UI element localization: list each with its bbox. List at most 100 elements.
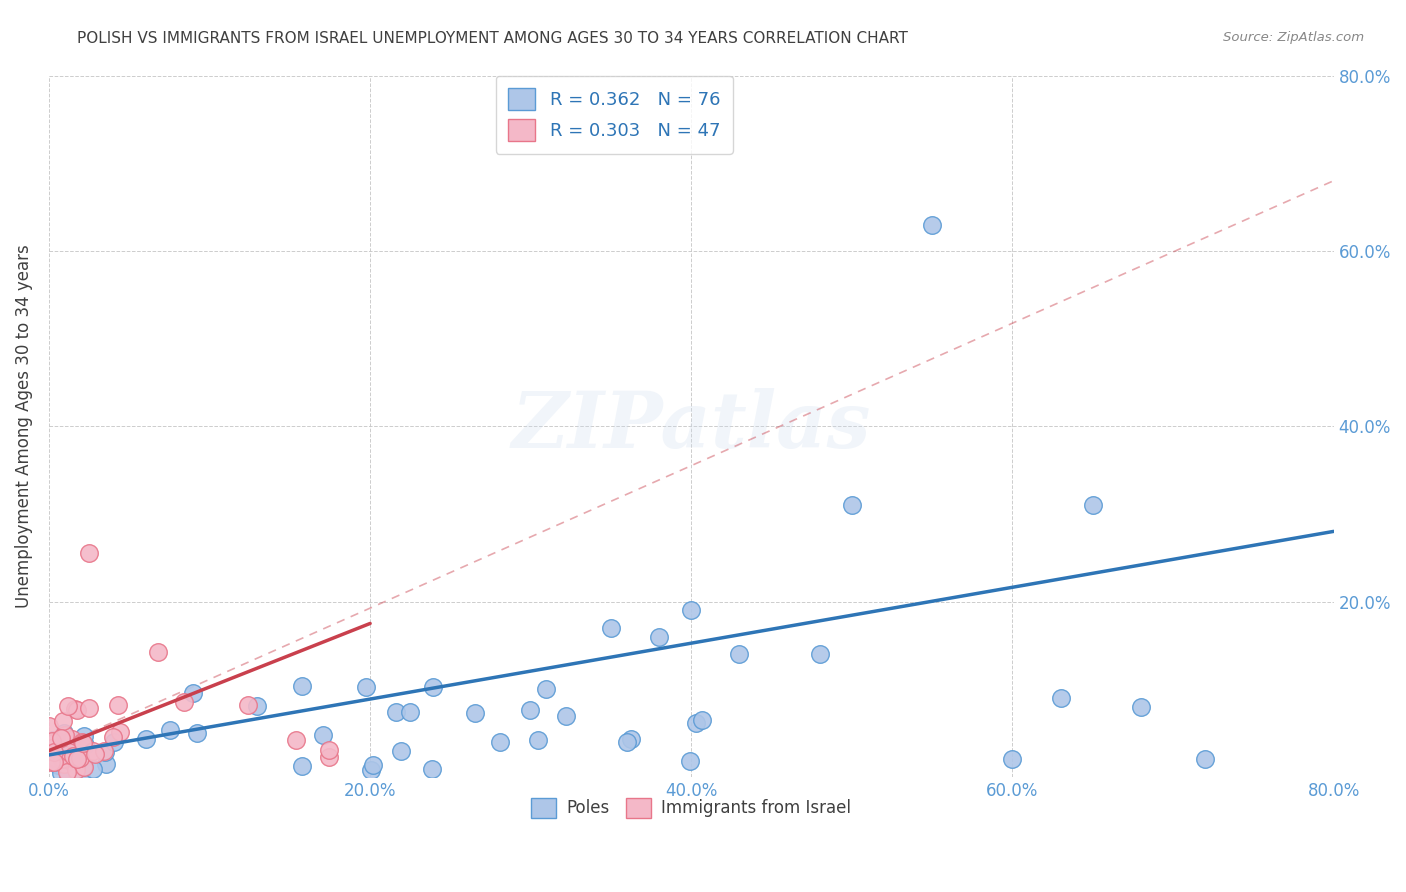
Point	[921, 218, 943, 232]
Point	[107, 698, 129, 712]
Point	[363, 758, 385, 772]
Point	[83, 747, 105, 762]
Point	[60, 750, 83, 764]
Point	[41, 741, 63, 756]
Point	[45, 732, 67, 747]
Point	[808, 647, 831, 661]
Point	[384, 706, 406, 720]
Point	[690, 713, 713, 727]
Point	[685, 715, 707, 730]
Point	[49, 765, 72, 780]
Point	[72, 760, 94, 774]
Point	[72, 735, 94, 749]
Point	[72, 736, 94, 750]
Point	[53, 725, 76, 739]
Point	[489, 735, 512, 749]
Point	[44, 755, 66, 769]
Point	[159, 723, 181, 737]
Point	[534, 681, 557, 696]
Point	[77, 546, 100, 560]
Point	[616, 735, 638, 749]
Point	[1049, 690, 1071, 705]
Point	[620, 732, 643, 747]
Point	[77, 701, 100, 715]
Point	[1081, 498, 1104, 512]
Point	[135, 731, 157, 746]
Point	[56, 761, 79, 775]
Point	[62, 757, 84, 772]
Point	[420, 762, 443, 776]
Point	[101, 731, 124, 745]
Point	[48, 757, 70, 772]
Point	[356, 680, 378, 694]
Point	[58, 768, 80, 782]
Point	[51, 752, 73, 766]
Point	[422, 680, 444, 694]
Point	[59, 745, 82, 759]
Point	[42, 745, 65, 759]
Point	[527, 732, 550, 747]
Point	[554, 709, 576, 723]
Point	[55, 765, 77, 780]
Point	[70, 768, 93, 782]
Point	[173, 695, 195, 709]
Point	[841, 498, 863, 512]
Point	[464, 706, 486, 720]
Point	[73, 738, 96, 752]
Point	[93, 744, 115, 758]
Point	[246, 698, 269, 713]
Point	[53, 757, 76, 772]
Text: ZIPatlas: ZIPatlas	[512, 388, 870, 465]
Point	[51, 731, 73, 746]
Legend: Poles, Immigrants from Israel: Poles, Immigrants from Israel	[524, 791, 858, 824]
Point	[56, 699, 79, 714]
Point	[42, 755, 65, 769]
Point	[62, 753, 84, 767]
Point	[41, 733, 63, 747]
Point	[318, 742, 340, 756]
Point	[681, 603, 703, 617]
Point	[648, 630, 671, 644]
Point	[318, 749, 340, 764]
Point	[1129, 699, 1152, 714]
Point	[391, 744, 413, 758]
Point	[62, 748, 84, 763]
Point	[108, 724, 131, 739]
Y-axis label: Unemployment Among Ages 30 to 34 years: Unemployment Among Ages 30 to 34 years	[15, 244, 32, 608]
Point	[63, 702, 86, 716]
Point	[67, 741, 90, 756]
Point	[600, 621, 623, 635]
Point	[679, 755, 702, 769]
Point	[52, 714, 75, 728]
Point	[82, 744, 104, 758]
Point	[94, 745, 117, 759]
Point	[65, 762, 87, 776]
Point	[66, 752, 89, 766]
Text: Source: ZipAtlas.com: Source: ZipAtlas.com	[1223, 31, 1364, 45]
Point	[59, 754, 82, 768]
Point	[39, 755, 62, 769]
Point	[46, 757, 69, 772]
Point	[146, 645, 169, 659]
Point	[53, 728, 76, 742]
Point	[360, 763, 382, 777]
Point	[181, 686, 204, 700]
Point	[38, 718, 60, 732]
Point	[94, 757, 117, 772]
Point	[284, 732, 307, 747]
Point	[519, 704, 541, 718]
Point	[73, 760, 96, 774]
Point	[291, 679, 314, 693]
Point	[44, 750, 66, 764]
Point	[62, 739, 84, 753]
Point	[236, 698, 259, 712]
Point	[65, 756, 87, 771]
Point	[58, 745, 80, 759]
Point	[42, 733, 65, 747]
Point	[291, 759, 314, 773]
Point	[398, 706, 420, 720]
Point	[72, 739, 94, 753]
Point	[728, 647, 751, 661]
Point	[186, 726, 208, 740]
Point	[312, 728, 335, 742]
